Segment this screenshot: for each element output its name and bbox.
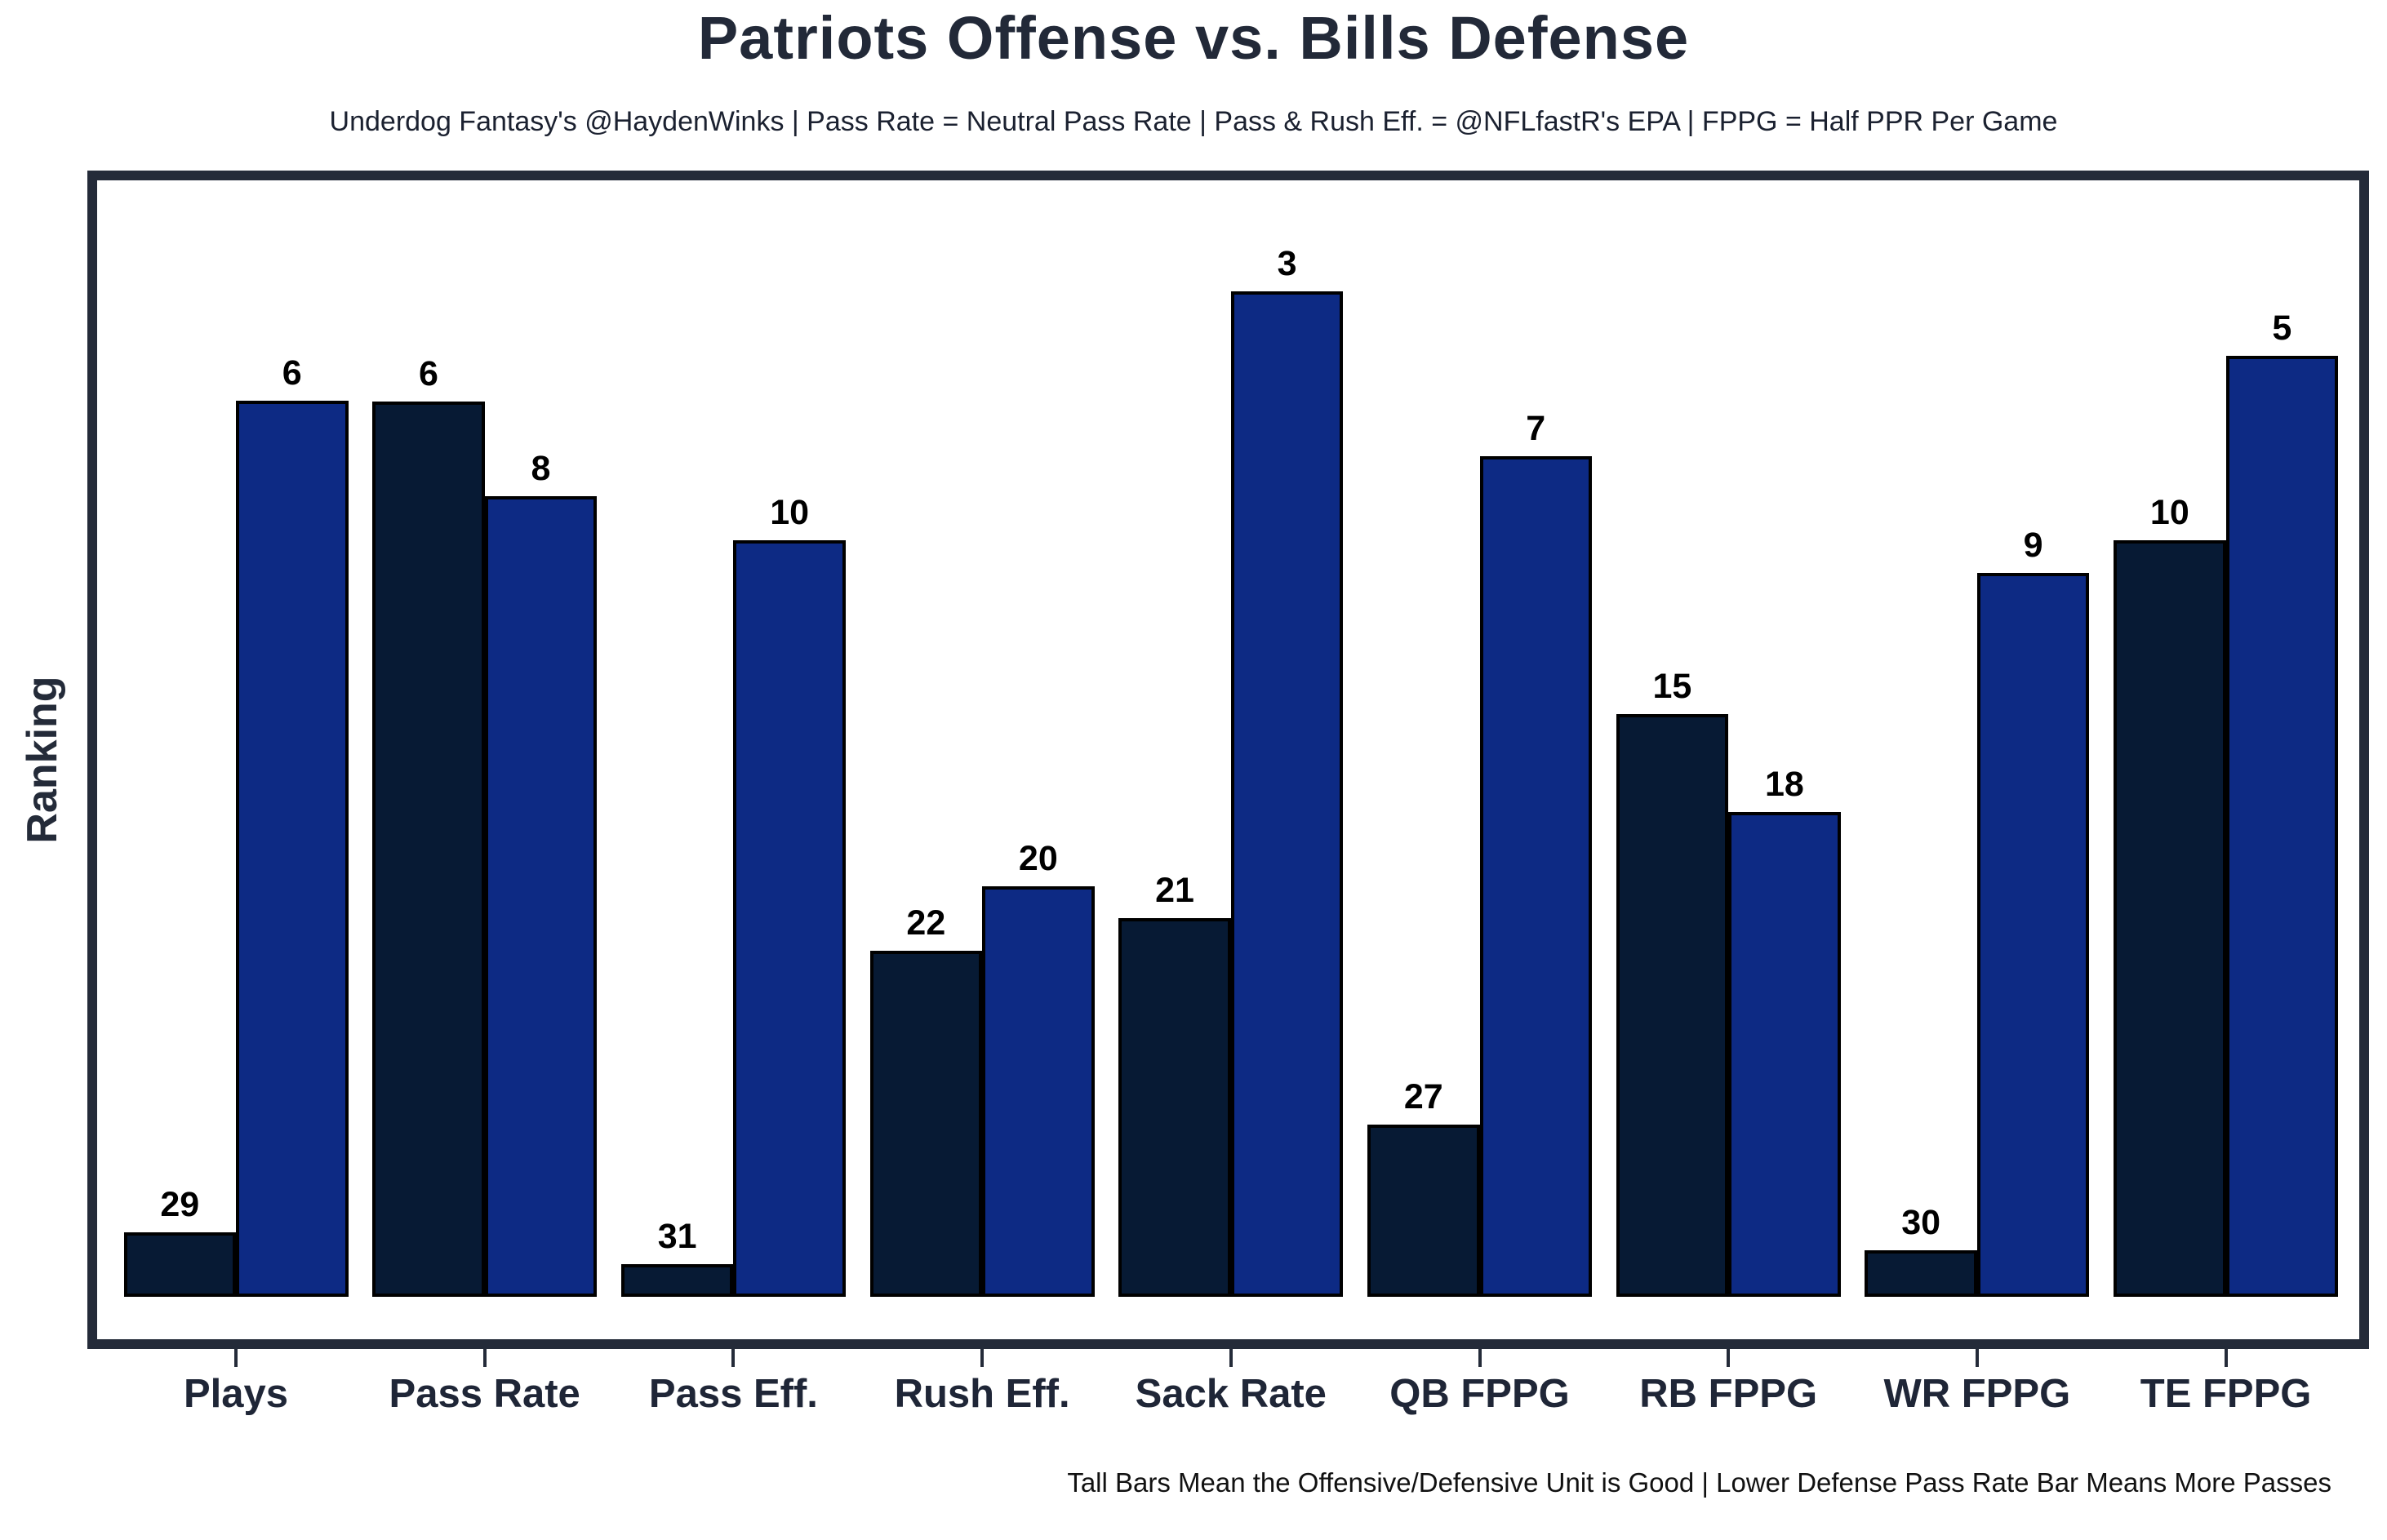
defense-rank-label: 8 bbox=[531, 449, 551, 488]
defense-rank-label: 7 bbox=[1526, 409, 1546, 448]
x-axis-category-label: Pass Eff. bbox=[648, 1372, 818, 1416]
offense-bar bbox=[869, 951, 983, 1297]
offense-bar bbox=[620, 1264, 734, 1297]
offense-rank-label: 6 bbox=[418, 354, 438, 393]
defense-bar bbox=[1728, 812, 1841, 1297]
x-axis-category-label: Rush Eff. bbox=[894, 1372, 1070, 1416]
defense-bar bbox=[982, 886, 1095, 1297]
defense-bar bbox=[733, 540, 846, 1297]
x-axis-category-label: WR FPPG bbox=[1883, 1372, 2071, 1416]
defense-bar bbox=[484, 496, 598, 1297]
defense-rank-label: 20 bbox=[1018, 839, 1058, 878]
defense-bar bbox=[1976, 573, 2090, 1297]
defense-rank-label: 9 bbox=[2023, 526, 2043, 565]
x-axis-category-label: TE FPPG bbox=[2140, 1372, 2312, 1416]
offense-bar bbox=[2114, 540, 2226, 1297]
defense-rank-label: 5 bbox=[2272, 308, 2292, 348]
x-axis-tick bbox=[1727, 1349, 1731, 1367]
footer-note: Tall Bars Mean the Offensive/Defensive U… bbox=[1067, 1467, 2331, 1498]
chart-title: Patriots Offense vs. Bills Defense bbox=[697, 4, 1690, 72]
offense-rank-label: 22 bbox=[906, 903, 946, 943]
x-axis-category-label: Sack Rate bbox=[1135, 1372, 1327, 1416]
offense-bar bbox=[1865, 1250, 1977, 1297]
y-axis-label: Ranking bbox=[19, 676, 66, 844]
defense-rank-label: 6 bbox=[282, 353, 302, 393]
defense-rank-label: 18 bbox=[1765, 765, 1804, 804]
offense-rank-label: 15 bbox=[1652, 667, 1692, 706]
offense-rank-label: 27 bbox=[1403, 1077, 1443, 1116]
x-axis-tick bbox=[1229, 1349, 1233, 1367]
offense-bar bbox=[372, 402, 485, 1297]
x-axis-tick bbox=[731, 1349, 736, 1367]
offense-rank-label: 29 bbox=[160, 1185, 200, 1224]
x-axis-category-label: Plays bbox=[183, 1372, 289, 1416]
offense-bar bbox=[1118, 918, 1231, 1297]
plot-frame bbox=[87, 171, 2369, 1349]
offense-rank-label: 10 bbox=[2149, 493, 2189, 532]
chart-subtitle: Underdog Fantasy's @HaydenWinks | Pass R… bbox=[329, 106, 2058, 137]
defense-bar bbox=[1479, 456, 1592, 1297]
defense-rank-label: 3 bbox=[1277, 244, 1297, 283]
offense-bar bbox=[1616, 714, 1729, 1297]
x-axis-tick bbox=[980, 1349, 985, 1367]
x-axis-category-label: Pass Rate bbox=[389, 1372, 580, 1416]
x-axis-tick bbox=[1975, 1349, 1979, 1367]
offense-bar bbox=[1367, 1125, 1480, 1297]
x-axis-category-label: RB FPPG bbox=[1639, 1372, 1818, 1416]
defense-rank-label: 10 bbox=[770, 493, 810, 532]
offense-rank-label: 21 bbox=[1155, 871, 1194, 910]
defense-bar bbox=[2225, 356, 2339, 1297]
offense-rank-label: 30 bbox=[1901, 1203, 1941, 1242]
x-axis-tick bbox=[482, 1349, 487, 1367]
defense-bar bbox=[236, 401, 349, 1297]
offense-rank-label: 31 bbox=[657, 1217, 697, 1256]
x-axis-tick bbox=[234, 1349, 238, 1367]
x-axis-tick bbox=[1478, 1349, 1482, 1367]
x-axis-category-label: QB FPPG bbox=[1389, 1372, 1570, 1416]
x-axis-tick bbox=[2224, 1349, 2228, 1367]
defense-bar bbox=[1230, 291, 1344, 1297]
offense-bar bbox=[123, 1232, 236, 1297]
